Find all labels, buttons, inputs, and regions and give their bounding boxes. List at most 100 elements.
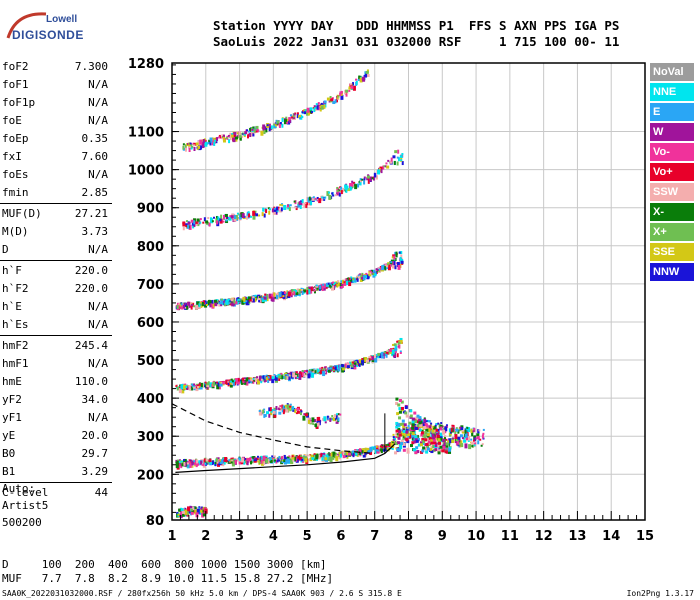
- echo-point: [386, 447, 389, 450]
- echo-point: [284, 404, 288, 408]
- echo-point: [476, 433, 480, 437]
- echo-point: [355, 451, 358, 456]
- echo-point: [296, 112, 299, 115]
- echo-point: [382, 447, 385, 452]
- echo-point: [358, 359, 361, 364]
- echo-point: [200, 509, 203, 514]
- echo-point: [222, 136, 225, 141]
- echo-point: [252, 210, 256, 216]
- echo-point: [396, 448, 400, 452]
- legend-item: X-: [650, 203, 694, 221]
- echo-point: [343, 281, 346, 284]
- echo-point: [378, 268, 381, 271]
- echo-point: [227, 298, 231, 302]
- echo-point: [353, 360, 356, 363]
- y-tick-label: 300: [137, 430, 164, 445]
- legend-item: SSE: [650, 243, 694, 261]
- echo-point: [396, 156, 399, 159]
- echo-point: [345, 455, 348, 458]
- echo-point: [294, 206, 297, 209]
- echo-point: [303, 289, 307, 293]
- echo-point: [260, 297, 263, 300]
- echo-point: [256, 458, 259, 461]
- echo-point: [197, 145, 201, 149]
- echo-point: [265, 411, 269, 415]
- echo-point: [409, 430, 413, 434]
- echo-point: [352, 82, 355, 87]
- echo-point: [432, 448, 436, 452]
- echo-point: [400, 441, 404, 445]
- echo-point: [397, 403, 401, 407]
- echo-point: [308, 196, 311, 201]
- echo-point: [280, 207, 283, 212]
- echo-point: [212, 216, 215, 219]
- echo-point: [306, 287, 309, 290]
- echo-point: [337, 417, 340, 422]
- echo-point: [365, 70, 369, 74]
- echo-point: [470, 429, 473, 434]
- echo-point: [309, 197, 313, 201]
- echo-point: [314, 423, 317, 428]
- echo-point: [301, 288, 304, 291]
- echo-point: [229, 136, 232, 141]
- echo-point: [188, 460, 191, 463]
- echo-point: [289, 373, 292, 378]
- echo-point: [398, 399, 402, 403]
- echo-point: [295, 289, 298, 292]
- x-tick-label: 10: [467, 529, 485, 544]
- echo-point: [269, 378, 272, 381]
- echo-point: [298, 205, 301, 208]
- param-row: B1 3.29: [0, 463, 112, 481]
- echo-point: [409, 444, 413, 448]
- echo-point: [233, 218, 237, 222]
- echo-point: [409, 428, 413, 432]
- echo-point: [406, 427, 409, 430]
- echo-point: [464, 432, 468, 438]
- echo-point: [277, 407, 280, 410]
- echo-point: [258, 458, 262, 464]
- echo-point: [178, 303, 181, 306]
- param-label: yF2: [2, 393, 22, 406]
- echo-point: [263, 296, 267, 300]
- echo-point: [396, 261, 400, 267]
- x-tick-label: 13: [568, 529, 586, 544]
- echo-point: [354, 278, 357, 283]
- param-row: foF1 N/A: [0, 76, 112, 94]
- y-tick-label: 1100: [128, 126, 164, 141]
- echo-point: [372, 269, 376, 273]
- echo-point: [478, 429, 481, 432]
- echo-point: [319, 370, 322, 375]
- param-value: 34.0: [81, 393, 109, 406]
- echo-point: [208, 222, 211, 227]
- echo-point: [363, 449, 367, 453]
- echo-point: [286, 374, 289, 377]
- echo-point: [277, 208, 280, 211]
- echo-point: [400, 254, 403, 259]
- echo-point: [389, 351, 392, 354]
- echo-point: [216, 381, 219, 384]
- echo-point: [437, 438, 441, 442]
- echo-point: [176, 460, 179, 465]
- echo-point: [414, 420, 418, 424]
- param-label: hmF2: [2, 339, 29, 352]
- echo-point: [337, 368, 341, 372]
- param-label: foE: [2, 114, 22, 127]
- echo-point: [281, 375, 284, 380]
- echo-point: [271, 378, 275, 384]
- echo-point: [283, 408, 286, 413]
- echo-point: [325, 454, 329, 460]
- echo-point: [393, 261, 396, 266]
- echo-point: [445, 438, 448, 441]
- echo-point: [196, 218, 200, 222]
- echo-point: [279, 203, 282, 206]
- echo-point: [399, 351, 402, 354]
- echo-point: [219, 459, 222, 462]
- echo-point: [269, 458, 272, 461]
- echo-point: [199, 303, 202, 308]
- echo-point: [392, 261, 395, 266]
- echo-point: [234, 301, 238, 305]
- echo-point: [351, 454, 354, 457]
- echo-point: [181, 510, 185, 514]
- param-label: foF2: [2, 60, 29, 73]
- echo-point: [413, 440, 417, 444]
